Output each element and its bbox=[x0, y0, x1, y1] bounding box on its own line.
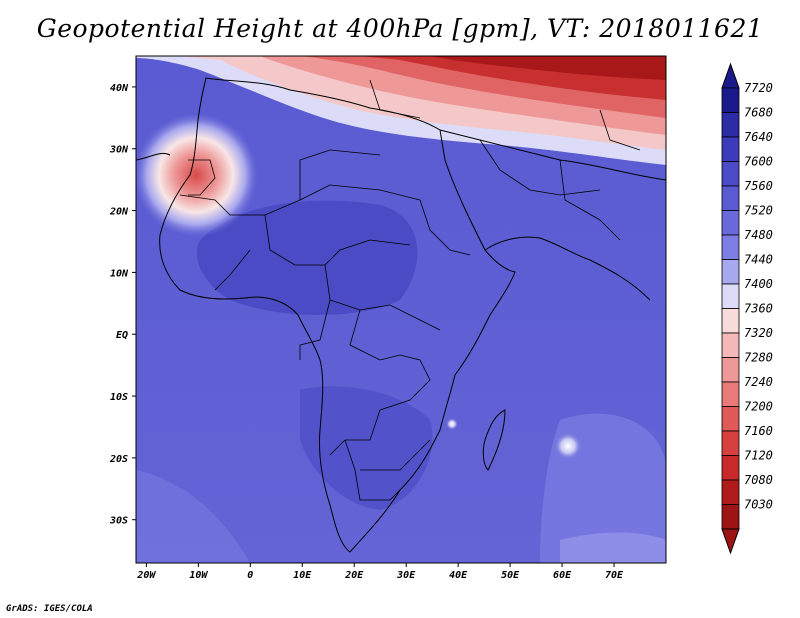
colorbar-swatch bbox=[721, 479, 740, 505]
lon-tick-label: 20W bbox=[136, 570, 156, 581]
lon-tick-label: 10E bbox=[293, 570, 312, 581]
colorbar-swatch bbox=[721, 112, 740, 138]
colorbar-label: 7240 bbox=[744, 375, 773, 389]
lon-tick-label: 0 bbox=[247, 570, 253, 581]
colorbar-label: 7480 bbox=[744, 228, 773, 242]
colorbar-label: 7360 bbox=[744, 302, 773, 316]
colorbar-swatch bbox=[721, 283, 740, 309]
colorbar-label: 7030 bbox=[744, 498, 773, 512]
colorbar-swatch bbox=[721, 357, 740, 383]
lat-tick-label: 40N bbox=[110, 83, 129, 94]
lat-tick-label: 30S bbox=[109, 516, 128, 527]
lat-tick-label: 20S bbox=[109, 454, 128, 465]
colorbar-swatch bbox=[721, 308, 740, 334]
colorbar-label: 7320 bbox=[744, 326, 773, 340]
colorbar-label: 7640 bbox=[744, 130, 773, 144]
lon-tick-label: 10W bbox=[189, 570, 208, 581]
map-title: Geopotential Height at 400hPa [gpm], VT:… bbox=[36, 14, 764, 43]
colorbar-label: 7720 bbox=[744, 81, 773, 95]
colorbar-swatch bbox=[721, 332, 740, 358]
colorbar-swatch bbox=[721, 234, 740, 260]
lat-tick-label: 20N bbox=[109, 207, 129, 218]
colorbar-swatch bbox=[721, 161, 740, 187]
lat-tick-label: 10N bbox=[110, 268, 129, 279]
height-field bbox=[136, 56, 666, 563]
colorbar-label: 7520 bbox=[744, 204, 773, 218]
colorbar-swatch bbox=[721, 210, 740, 236]
colorbar-bottom-arrow bbox=[721, 528, 740, 555]
country-borders bbox=[179, 79, 641, 501]
colorbar-label: 7200 bbox=[744, 400, 773, 414]
colorbar-label: 7120 bbox=[744, 449, 773, 463]
colorbar-swatch bbox=[721, 406, 740, 432]
colorbar-swatch bbox=[721, 259, 740, 285]
lon-tick-label: 70E bbox=[605, 570, 624, 581]
colorbar-swatch bbox=[721, 455, 740, 481]
colorbar-swatch bbox=[721, 430, 740, 456]
colorbar-label: 7680 bbox=[744, 106, 773, 120]
lat-tick-label: 10S bbox=[110, 392, 128, 403]
colorbar-swatch bbox=[721, 504, 740, 530]
colorbar-label: 7600 bbox=[744, 155, 773, 169]
colorbar-top-arrow bbox=[721, 62, 740, 89]
longitude-axis: 20W 10W 0 10E 20E 30E 40E 50E 60E 70E bbox=[136, 563, 624, 581]
lon-tick-label: 50E bbox=[501, 570, 520, 581]
plot-frame bbox=[135, 55, 667, 564]
colorbar: 7720 7680 7640 7600 7560 7520 7480 7440 7400 7360… bbox=[721, 62, 773, 555]
colorbar-swatch bbox=[721, 136, 740, 162]
credit-label: GrADS: IGES/COLA bbox=[6, 604, 93, 614]
colorbar-label: 7160 bbox=[744, 424, 773, 438]
lon-tick-label: 20E bbox=[344, 570, 364, 581]
colorbar-label: 7560 bbox=[744, 179, 773, 193]
lon-tick-label: 30E bbox=[396, 570, 416, 581]
colorbar-swatch bbox=[721, 185, 740, 211]
colorbar-label: 7080 bbox=[744, 473, 773, 487]
colorbar-label: 7280 bbox=[744, 351, 773, 365]
lon-tick-label: 60E bbox=[553, 570, 572, 581]
lon-tick-label: 40E bbox=[449, 570, 468, 581]
lat-tick-label: 30N bbox=[109, 145, 129, 156]
colorbar-swatch bbox=[721, 381, 740, 407]
colorbar-swatch bbox=[721, 87, 740, 113]
colorbar-label: 7440 bbox=[744, 253, 773, 267]
colorbar-label: 7400 bbox=[744, 277, 773, 291]
latitude-axis: 40N 30N 20N 10N EQ 10S 20S 30S bbox=[109, 83, 136, 527]
coastlines bbox=[136, 77, 666, 553]
lat-tick-label: EQ bbox=[116, 330, 128, 341]
